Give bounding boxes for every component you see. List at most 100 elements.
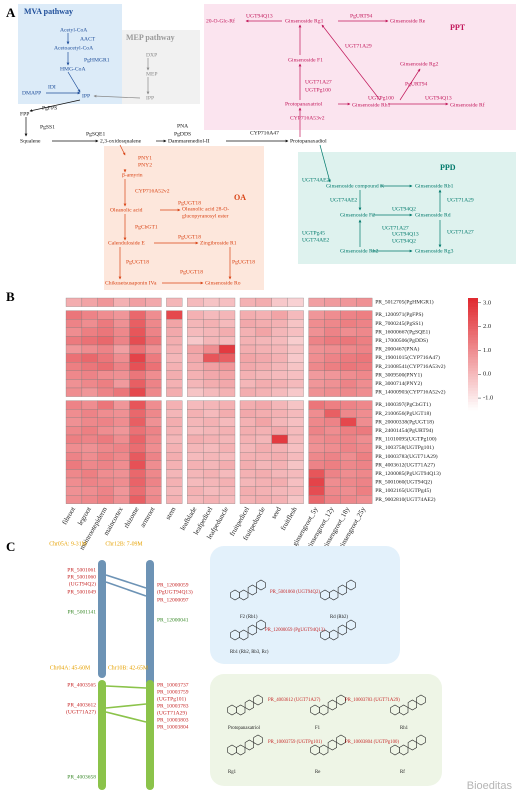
pathway-node: UGTPg100 (305, 87, 331, 93)
colorbar-segment (468, 396, 478, 400)
heatmap-cell (324, 362, 341, 371)
heatmap-cell (145, 400, 162, 410)
heatmap-cell (255, 477, 272, 487)
gene-label: PR_4003658 (67, 774, 96, 780)
heatmap-cell (340, 417, 357, 427)
pathway-box (18, 4, 122, 104)
heatmap-cell (129, 370, 146, 380)
heatmap-cell (65, 400, 83, 410)
heatmap-cell (308, 353, 325, 363)
heatmap-cell (340, 426, 357, 436)
heatmap-cell (113, 379, 130, 389)
pathway-node: PgUGT18 (126, 259, 149, 265)
heatmap-cell (239, 434, 257, 444)
heatmap-cell (113, 477, 130, 487)
colorbar-segment (468, 362, 478, 366)
colorbar-segment (468, 306, 478, 310)
pathway-node: Ginsenoside Rh1 (352, 102, 391, 108)
heatmap-cell (65, 327, 83, 337)
heatmap-cell (340, 460, 357, 470)
synteny-link (105, 574, 147, 589)
heatmap-cell (166, 336, 183, 346)
pathway-node: Ginsenoside Rf (450, 101, 485, 108)
heatmap-cell (287, 469, 304, 479)
row-label: PR_11010095(UGTPg100) (375, 436, 436, 443)
heatmap-cell (340, 387, 357, 397)
colorbar-segment (468, 373, 478, 377)
molecule (310, 694, 346, 716)
colorbar-label: 0.0 (483, 371, 491, 378)
heatmap-cell (356, 336, 373, 346)
pathway-node: Protopanaxatriol (285, 101, 323, 107)
colorbar-segment (468, 387, 478, 391)
heatmap-cell (218, 417, 236, 427)
row-label: PR_24001454(PgURT94) (375, 427, 433, 434)
heatmap-cell (356, 434, 373, 444)
heatmap-cell (340, 362, 357, 371)
colorbar-segment (468, 365, 478, 369)
row-label: PR_1200971(PgFPS) (375, 311, 423, 318)
row-label: PR_1200085(PgUGT94Q13) (375, 470, 441, 477)
heatmap-cell (340, 443, 357, 453)
gene-label: PR_12000059 (157, 582, 189, 588)
heatmap-cell (218, 362, 236, 371)
heatmap-cell (113, 344, 130, 354)
colorbar-segment (468, 359, 478, 363)
structure-label: Rh1 (400, 726, 409, 731)
heatmap-cell (218, 387, 236, 397)
heatmap-cell (218, 319, 236, 328)
chromosome-label: Chr04A: 45-60M (50, 665, 90, 671)
heatmap-cell (187, 387, 204, 397)
colorbar-segment (468, 303, 478, 307)
heatmap-cell (218, 434, 236, 444)
heatmap-cell (239, 319, 257, 328)
row-label: PR_19001015(CYP716A47) (375, 354, 440, 361)
heatmap-cell (65, 297, 83, 307)
heatmap-cell (356, 370, 373, 380)
heatmap-cell (129, 387, 146, 397)
heatmap-cell (255, 452, 272, 461)
heatmap-cell (356, 310, 373, 320)
colorbar-segment (468, 337, 478, 341)
heatmap-cell (218, 379, 236, 389)
heatmap-cell (187, 426, 204, 436)
heatmap-cell (166, 370, 183, 380)
molecule (390, 694, 426, 716)
heatmap-cell (255, 417, 272, 427)
heatmap-cell (145, 344, 162, 354)
heatmap-cell (271, 297, 288, 307)
heatmap-cell (113, 327, 130, 337)
heatmap-cell (129, 336, 146, 346)
heatmap-cell (324, 460, 341, 470)
heatmap-cell (287, 434, 304, 444)
heatmap-cell (356, 477, 373, 487)
heatmap-cell (271, 400, 288, 410)
heatmap-cell (65, 409, 83, 418)
pathway-node: glucopyranosyl ester (182, 213, 229, 219)
pathway-node: PgUGT18 (178, 234, 201, 240)
heatmap-cell (218, 426, 236, 436)
heatmap-cell (145, 452, 162, 461)
heatmap-cell (166, 362, 183, 371)
heatmap-cell (324, 387, 341, 397)
heatmap-cell (129, 469, 146, 479)
pathway-node: Acetyl-CoA (60, 27, 87, 33)
heatmap-cell (271, 327, 288, 337)
pathway-node: UGT71A29 (345, 43, 372, 49)
molecule (227, 694, 263, 716)
heatmap-cell (218, 297, 236, 307)
heatmap-cell (218, 452, 236, 461)
heatmap-cell (287, 344, 304, 354)
heatmap-cell (340, 327, 357, 337)
row-label: PR_10003783(UGT71A29) (375, 453, 438, 460)
pathway-node: IPP (82, 93, 90, 99)
pathway-node: Chikusetsusaponin IVa (105, 280, 157, 286)
heatmap-cell (81, 336, 98, 346)
heatmap-cell (166, 469, 183, 479)
colorbar-segment (468, 300, 478, 304)
structure-panel (210, 674, 442, 786)
heatmap-cell (81, 297, 98, 307)
pathway-node: Ginsenoside Rd (415, 212, 451, 218)
colorbar-segment (468, 407, 478, 411)
